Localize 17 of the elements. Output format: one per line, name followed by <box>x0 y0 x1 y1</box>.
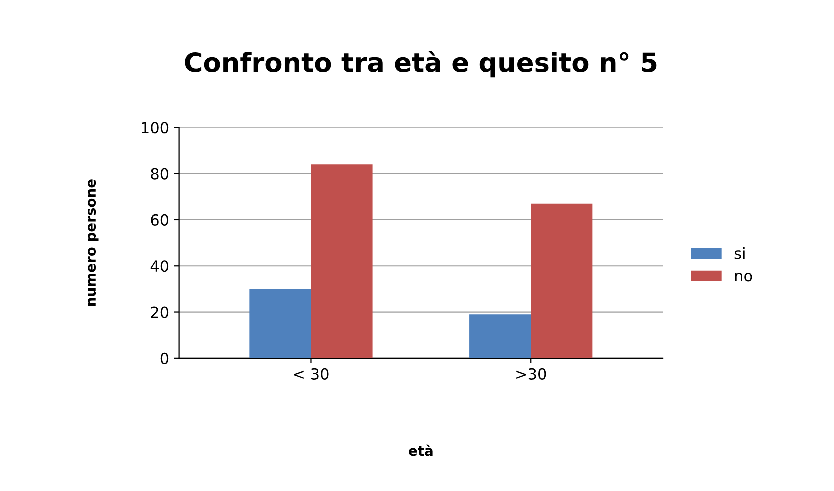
bar <box>311 164 373 358</box>
bar <box>470 314 532 358</box>
x-tick-label: >30 <box>516 368 546 380</box>
y-tick-label: 100 <box>142 122 169 134</box>
x-tick-label: < 30 <box>294 368 329 380</box>
y-tick-label: 20 <box>151 306 169 318</box>
y-tick-label: 0 <box>160 352 169 364</box>
chart-title: Confronto tra età e quesito n° 5 <box>185 50 657 78</box>
y-tick-label: 60 <box>151 214 169 226</box>
legend-label: si <box>734 248 745 260</box>
y-tick-label: 80 <box>151 168 169 180</box>
y-tick-label: 40 <box>150 260 169 272</box>
bar <box>531 204 593 358</box>
bar <box>250 289 312 358</box>
y-axis-title: numero persone <box>88 180 99 306</box>
legend-label: no <box>735 272 752 282</box>
x-axis-title: età <box>409 444 433 456</box>
